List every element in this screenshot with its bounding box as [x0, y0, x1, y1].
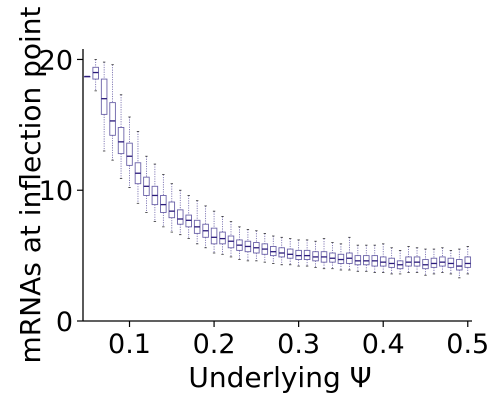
box-group: [363, 244, 370, 272]
box-iqr: [329, 252, 336, 263]
box-iqr: [219, 231, 226, 245]
box-group: [270, 235, 277, 264]
x-axis-ticks: 0.1 0.2 0.3 0.4 0.5: [108, 321, 489, 360]
box-group: [126, 116, 133, 189]
box-iqr: [278, 247, 285, 258]
box-iqr: [295, 249, 302, 260]
box-group: [151, 163, 159, 223]
x-tick-label: 0.5: [446, 329, 489, 360]
box-group: [143, 155, 150, 213]
box-iqr: [312, 251, 319, 262]
box-iqr: [286, 248, 294, 259]
box-iqr: [447, 257, 455, 268]
box-group: [405, 246, 412, 274]
box-group: [261, 232, 269, 263]
box-group: [168, 183, 176, 233]
box-iqr: [227, 235, 235, 249]
box-iqr: [354, 255, 362, 266]
box-iqr: [430, 257, 438, 268]
box-group: [185, 195, 192, 240]
box-group: [134, 130, 142, 204]
box-iqr: [117, 127, 125, 155]
x-tick-label: 0.2: [193, 329, 236, 360]
box-iqr: [160, 195, 167, 213]
box-iqr: [303, 249, 311, 260]
box-iqr: [388, 257, 395, 268]
box-group: [371, 244, 379, 274]
x-tick-label: 0.3: [277, 329, 320, 360]
box-iqr: [210, 227, 218, 245]
box-iqr: [176, 209, 184, 225]
box-iqr: [379, 256, 387, 267]
box-group: [227, 221, 235, 258]
box-group: [337, 243, 345, 271]
box-group: [253, 230, 260, 262]
box-group: [236, 226, 243, 260]
box-iqr: [405, 256, 412, 267]
box-group: [354, 244, 362, 272]
y-axis-ticks: 0 10 20: [39, 45, 83, 338]
box-group: [202, 205, 209, 249]
box-group: [160, 174, 167, 228]
y-tick-label: 20: [39, 45, 73, 76]
box-iqr: [422, 259, 429, 270]
box-group: [286, 238, 294, 266]
box-iqr: [100, 78, 108, 115]
box-group: [92, 59, 99, 92]
box-group: [379, 243, 387, 274]
box-group: [388, 247, 395, 275]
box-group: [117, 94, 125, 179]
box-iqr: [439, 256, 446, 267]
y-axis-title: mRNAs at inflection point: [14, 6, 47, 363]
box-group: [83, 75, 91, 78]
box-iqr: [464, 256, 472, 268]
box-group: [456, 248, 463, 279]
box-group: [447, 249, 455, 275]
box-group: [295, 239, 302, 267]
box-group: [193, 200, 201, 245]
x-tick-label: 0.1: [108, 329, 151, 360]
box-group: [439, 247, 446, 274]
box-group: [329, 242, 336, 270]
box-group: [100, 61, 108, 152]
box-group: [320, 238, 328, 270]
box-group: [430, 248, 438, 275]
box-group: [303, 239, 311, 267]
box-iqr: [337, 253, 345, 264]
box-group: [312, 240, 319, 268]
box-iqr: [456, 259, 463, 271]
box-group: [244, 229, 252, 262]
y-tick-label: 10: [39, 176, 73, 207]
box-iqr: [363, 255, 370, 266]
box-group: [210, 210, 218, 254]
box-group: [278, 236, 285, 266]
box-iqr: [270, 246, 277, 257]
box-group: [413, 247, 421, 274]
box-group: [109, 64, 116, 161]
box-iqr: [126, 142, 133, 166]
box-iqr: [109, 102, 116, 136]
box-group: [219, 215, 226, 255]
y-tick-label: 0: [56, 307, 73, 338]
box-group: [464, 246, 472, 275]
box-iqr: [92, 66, 99, 80]
box-group: [176, 189, 184, 236]
box-iqr: [185, 214, 192, 228]
x-tick-label: 0.4: [362, 329, 405, 360]
box-group: [396, 249, 404, 275]
x-axis-title: Underlying Ψ: [188, 361, 371, 394]
box-group: [422, 248, 429, 276]
boxes-layer: [83, 59, 472, 279]
box-iqr: [168, 201, 176, 219]
box-group: [346, 236, 353, 271]
box-iqr: [413, 256, 421, 267]
